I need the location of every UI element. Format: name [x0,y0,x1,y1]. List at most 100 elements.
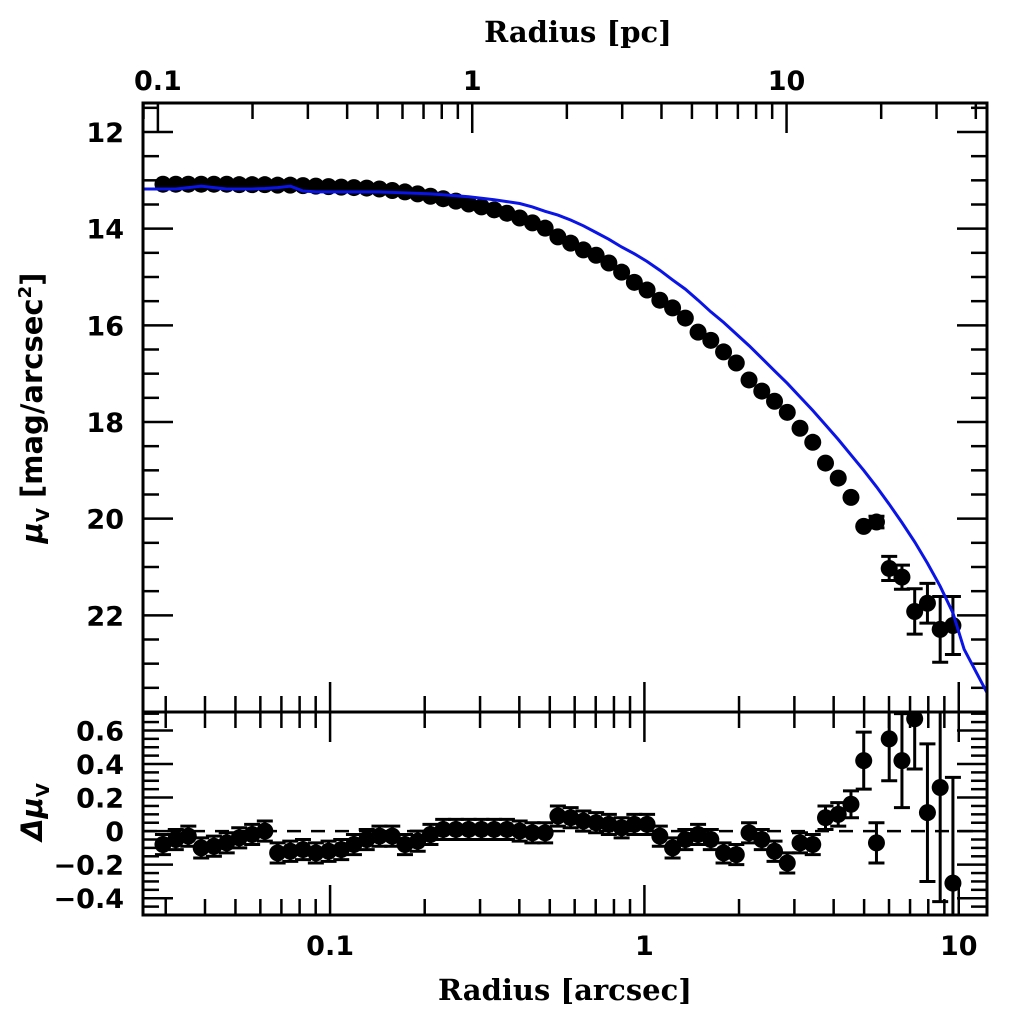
residual-data-point [676,831,694,849]
residual-data-point [613,819,631,837]
residual-data-point [269,844,287,862]
lower-y-tick-label: 0.6 [76,716,124,747]
residual-data-point [472,820,490,838]
mu-units-close: ] [15,273,49,286]
residual-data-point [192,839,210,857]
residual-data-point [307,844,325,862]
residual-data-point [332,841,350,859]
residual-data-point [345,836,363,854]
svg-text:ΔμV: ΔμV [15,783,54,843]
profile-data-point [421,187,439,205]
upper-y-axis-title: μV [mag/arcsec2] [15,273,54,545]
profile-data-point [702,331,720,349]
residual-data-point [447,820,465,838]
profile-data-point [689,323,707,341]
profile-data-point [867,513,885,531]
residual-data-point [536,824,554,842]
residual-data-point [154,836,172,854]
profile-data-point [906,602,924,620]
residual-data-point [574,812,592,830]
lower-y-tick-label: −0.2 [54,851,124,882]
top-x-tick-label: 10 [768,66,806,97]
residual-data-point [702,831,720,849]
profile-data-point [549,228,567,246]
lower-y-axis-title: ΔμV [15,783,54,843]
upper-y-tick-label: 20 [86,505,124,536]
residual-data-point [396,836,414,854]
profile-data-point [753,382,771,400]
mu-units: [mag/arcsec [15,298,49,508]
residual-data-point [600,815,618,833]
residual-data-point [727,846,745,864]
profile-data-point [778,403,796,421]
mu-subscript: V [33,508,54,522]
profile-data-point [600,254,618,272]
residual-data-point [664,839,682,857]
residual-data-point [791,834,809,852]
residual-data-point [689,825,707,843]
residual-data-point [562,809,580,827]
svg-text:μV [mag/arcsec2]: μV [mag/arcsec2] [15,273,54,545]
residual-data-point [523,824,541,842]
lower-y-tick-label: 0 [105,817,124,848]
top-x-tick-label: 1 [463,66,482,97]
profile-data-point [727,354,745,372]
residual-data-point [842,795,860,813]
residual-data-point [434,820,452,838]
profile-data-point [511,209,529,227]
residual-data-point [460,820,478,838]
residual-data-point [804,836,822,854]
profile-data-point [931,620,949,638]
residual-data-point [281,842,299,860]
profile-data-point [562,234,580,252]
profile-data-point [804,433,822,451]
residual-data-point [715,844,733,862]
top-x-tick-label: 0.1 [134,66,182,97]
profile-data-point [625,273,643,291]
residual-data-point [855,752,873,770]
residual-data-point [829,805,847,823]
residual-data-point [906,712,924,728]
residual-data-point [383,827,401,845]
profile-data-point [740,371,758,389]
residual-data-point [358,831,376,849]
profile-data-point [676,309,694,327]
profile-data-point [842,488,860,506]
upper-y-tick-label: 16 [86,311,124,342]
profile-data-point [893,568,911,586]
residual-data-point [880,730,898,748]
profile-data-point [574,241,592,259]
residual-data-point [778,854,796,872]
bottom-x-tick-label: 10 [940,931,978,962]
bottom-x-axis-title: Radius [arcsec] [438,973,692,1007]
upper-y-tick-label: 12 [86,118,124,149]
profile-data-point [460,195,478,213]
upper-y-tick-label: 18 [86,408,124,439]
lower-y-tick-label: 0.2 [76,784,124,815]
profile-data-point [485,201,503,219]
profile-data-point [791,419,809,437]
mu-units-sup: 2 [15,286,36,299]
profile-data-point [829,469,847,487]
profile-data-point [651,291,669,309]
residual-data-point [918,804,936,822]
residual-data-point [549,807,567,825]
residual-data-point [625,815,643,833]
residual-data-point [409,832,427,850]
profile-data-point [880,559,898,577]
residual-data-point [205,837,223,855]
residual-data-point [753,831,771,849]
profile-data-point [536,219,554,237]
residual-data-point [931,778,949,796]
profile-data-point [638,281,656,299]
residual-data-point [766,842,784,860]
residual-data-point [294,841,312,859]
bottom-x-tick-label: 0.1 [306,931,354,962]
residual-data-point [320,842,338,860]
residual-data-point [498,820,516,838]
profile-data-point [816,454,834,472]
residual-data-point [511,822,529,840]
lower-y-tick-label: −0.4 [54,884,124,915]
delta-mu-subscript: V [33,783,54,797]
residual-data-point [816,809,834,827]
